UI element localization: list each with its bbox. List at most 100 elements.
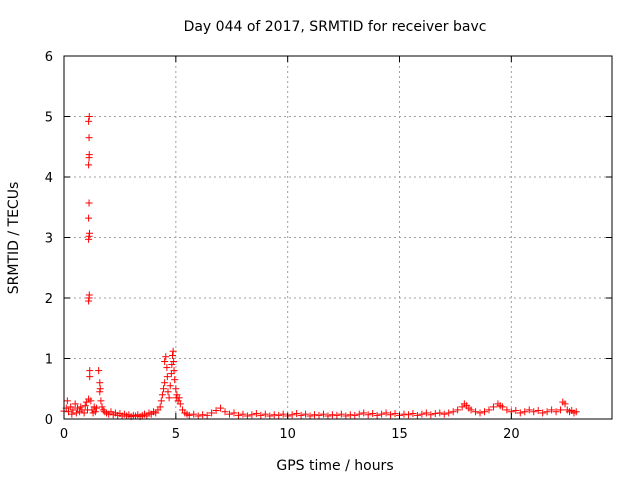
data-point — [172, 385, 180, 393]
data-point — [168, 351, 176, 359]
data-point — [85, 214, 93, 222]
data-point — [436, 409, 444, 417]
y-tick-label: 5 — [45, 111, 53, 126]
data-point — [170, 358, 178, 366]
data-point — [539, 409, 547, 417]
data-point — [512, 407, 520, 415]
data-point — [498, 403, 506, 411]
data-point — [413, 411, 421, 419]
data-point — [548, 406, 556, 414]
data-point — [208, 409, 216, 417]
data-point — [165, 394, 173, 402]
data-point — [454, 406, 462, 414]
x-tick-label: 0 — [60, 427, 68, 442]
data-point — [163, 364, 171, 372]
x-tick-label: 5 — [172, 427, 180, 442]
data-point — [378, 410, 386, 418]
y-tick-label: 3 — [45, 232, 53, 247]
data-point — [275, 411, 283, 419]
data-point — [157, 397, 165, 405]
data-point — [72, 409, 80, 417]
data-point — [98, 403, 106, 411]
data-point — [288, 411, 296, 419]
data-point — [99, 406, 107, 414]
data-point — [391, 410, 399, 418]
data-point — [467, 406, 475, 414]
data-point — [87, 397, 95, 405]
data-point — [328, 411, 336, 419]
data-point — [422, 409, 430, 417]
data-point — [346, 411, 354, 419]
data-point — [252, 410, 260, 418]
data-point — [572, 408, 580, 416]
data-point — [96, 388, 104, 396]
x-tick-label: 20 — [503, 427, 520, 442]
data-point — [85, 113, 93, 120]
data-point — [85, 151, 93, 159]
data-point — [230, 409, 238, 417]
data-point — [176, 400, 184, 408]
x-axis-title: GPS time / hours — [276, 458, 393, 474]
data-point — [158, 391, 166, 399]
data-point — [431, 410, 439, 418]
data-point — [190, 410, 198, 418]
data-point — [85, 199, 93, 207]
data-point — [85, 229, 93, 237]
y-axis-title: SRMTID / TECUs — [6, 182, 22, 295]
data-point — [342, 412, 350, 420]
data-point — [481, 408, 489, 416]
data-point — [418, 410, 426, 418]
axis-ticks — [63, 55, 612, 420]
data-point — [427, 411, 435, 419]
data-point — [175, 394, 183, 402]
data-point — [91, 408, 99, 416]
data-point — [185, 411, 193, 419]
data-point — [86, 367, 94, 375]
y-tick-label: 4 — [45, 171, 53, 186]
chart-title: Day 044 of 2017, SRMTID for receiver bav… — [184, 19, 487, 35]
data-point — [199, 411, 207, 419]
data-point — [270, 411, 278, 419]
data-point — [257, 411, 265, 419]
data-point — [534, 407, 542, 415]
data-point — [297, 411, 305, 419]
y-tick-label: 2 — [45, 292, 53, 307]
data-point — [169, 347, 177, 355]
data-point — [160, 385, 168, 393]
data-point — [81, 402, 89, 410]
data-point — [164, 388, 172, 396]
data-point — [319, 410, 327, 418]
data-point — [503, 406, 511, 414]
data-point — [234, 411, 242, 419]
data-point — [543, 408, 551, 416]
data-point — [552, 408, 560, 416]
data-point — [337, 410, 345, 418]
data-point — [404, 411, 412, 419]
data-point — [166, 382, 174, 390]
data-point — [525, 406, 533, 414]
data-point — [243, 412, 251, 420]
data-point — [97, 397, 105, 405]
data-point — [476, 409, 484, 417]
data-point — [489, 403, 497, 411]
data-point — [472, 408, 480, 416]
data-point — [63, 397, 71, 405]
data-point — [203, 411, 211, 419]
data-point — [80, 409, 88, 417]
data-point — [360, 409, 368, 417]
data-point — [324, 412, 332, 420]
data-point — [85, 161, 93, 169]
data-point — [212, 407, 220, 415]
data-point — [445, 409, 453, 417]
data-point — [400, 410, 408, 418]
data-point — [516, 409, 524, 417]
data-points — [60, 113, 580, 421]
tick-labels: 0 5 10 15 20 0 1 2 3 4 5 6 — [45, 50, 520, 442]
data-point — [449, 408, 457, 416]
data-point — [68, 410, 76, 418]
data-point — [92, 404, 100, 412]
data-point — [168, 361, 176, 369]
data-point — [364, 411, 372, 419]
data-point — [440, 410, 448, 418]
